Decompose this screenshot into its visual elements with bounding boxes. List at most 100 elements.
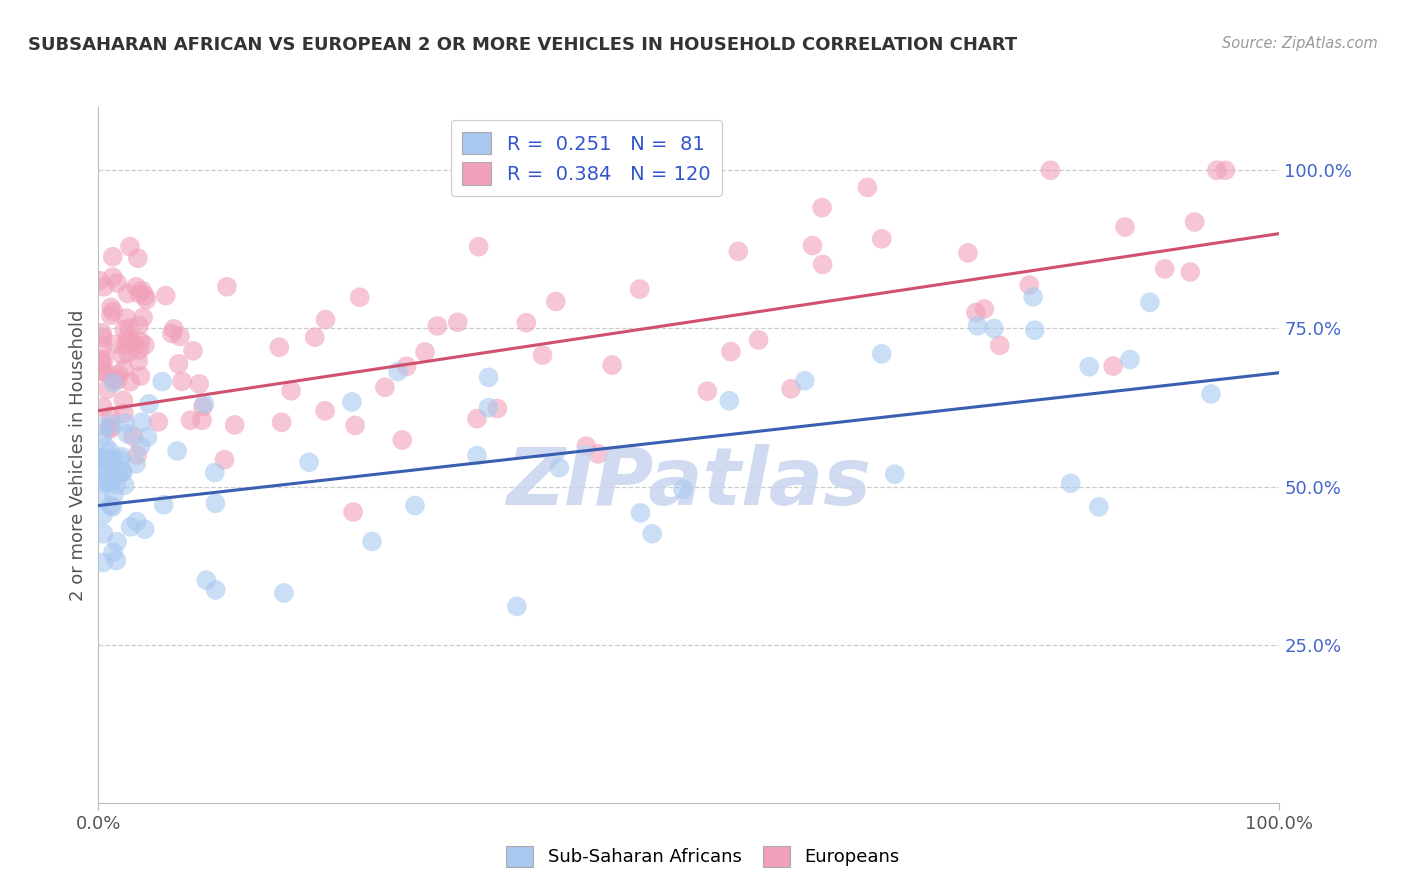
- Point: [118, 239, 141, 253]
- Point: [93, 352, 115, 367]
- Point: [122, 336, 145, 351]
- Point: [883, 467, 905, 482]
- Point: [1180, 265, 1202, 279]
- Point: [89, 274, 111, 288]
- Point: [93, 526, 115, 541]
- Point: [1184, 215, 1206, 229]
- Point: [93, 279, 115, 293]
- Point: [101, 451, 124, 466]
- Point: [340, 395, 363, 409]
- Point: [132, 310, 155, 325]
- Point: [103, 469, 125, 483]
- Point: [91, 400, 114, 414]
- Point: [118, 321, 141, 335]
- Point: [135, 293, 157, 307]
- Point: [101, 304, 124, 318]
- Point: [93, 473, 115, 487]
- Point: [111, 465, 134, 479]
- Point: [531, 348, 554, 362]
- Point: [90, 355, 112, 369]
- Point: [98, 409, 121, 423]
- Point: [127, 354, 149, 368]
- Point: [1022, 290, 1045, 304]
- Point: [361, 534, 384, 549]
- Point: [115, 311, 138, 326]
- Point: [575, 439, 598, 453]
- Point: [100, 422, 122, 436]
- Point: [191, 400, 214, 414]
- Y-axis label: 2 or more Vehicles in Household: 2 or more Vehicles in Household: [69, 310, 87, 600]
- Point: [90, 491, 112, 506]
- Point: [101, 250, 124, 264]
- Point: [112, 322, 135, 336]
- Point: [127, 448, 149, 462]
- Point: [498, 163, 520, 178]
- Point: [720, 344, 742, 359]
- Point: [544, 294, 567, 309]
- Point: [114, 478, 136, 492]
- Point: [387, 365, 409, 379]
- Point: [152, 498, 174, 512]
- Point: [112, 393, 135, 408]
- Point: [117, 286, 139, 301]
- Point: [136, 430, 159, 444]
- Point: [856, 180, 879, 194]
- Point: [1139, 295, 1161, 310]
- Point: [155, 288, 177, 302]
- Point: [150, 375, 173, 389]
- Point: [131, 284, 153, 298]
- Point: [112, 362, 135, 376]
- Point: [98, 444, 121, 458]
- Point: [983, 321, 1005, 335]
- Point: [870, 232, 893, 246]
- Point: [166, 444, 188, 458]
- Point: [374, 380, 396, 394]
- Point: [193, 397, 215, 411]
- Point: [91, 428, 114, 442]
- Point: [90, 420, 112, 434]
- Point: [477, 401, 499, 415]
- Point: [98, 475, 121, 490]
- Point: [586, 447, 609, 461]
- Point: [1153, 261, 1175, 276]
- Point: [447, 315, 470, 329]
- Point: [956, 246, 979, 260]
- Point: [129, 369, 152, 384]
- Point: [105, 276, 128, 290]
- Point: [107, 367, 129, 381]
- Point: [148, 415, 170, 429]
- Point: [988, 338, 1011, 352]
- Point: [120, 375, 142, 389]
- Point: [125, 279, 148, 293]
- Point: [273, 586, 295, 600]
- Point: [100, 499, 122, 513]
- Point: [465, 411, 488, 425]
- Point: [204, 496, 226, 510]
- Point: [280, 384, 302, 398]
- Point: [134, 289, 156, 303]
- Point: [160, 326, 183, 341]
- Point: [134, 522, 156, 536]
- Point: [128, 286, 150, 301]
- Point: [93, 459, 115, 474]
- Point: [117, 426, 139, 441]
- Point: [167, 357, 190, 371]
- Point: [91, 365, 114, 379]
- Point: [110, 452, 132, 467]
- Legend: R =  0.251   N =  81, R =  0.384   N = 120: R = 0.251 N = 81, R = 0.384 N = 120: [451, 120, 723, 196]
- Point: [486, 401, 509, 416]
- Point: [90, 365, 112, 379]
- Point: [215, 279, 238, 293]
- Point: [96, 382, 118, 396]
- Point: [117, 331, 139, 345]
- Point: [98, 421, 121, 435]
- Text: ZIPatlas: ZIPatlas: [506, 443, 872, 522]
- Point: [96, 454, 118, 468]
- Point: [628, 282, 651, 296]
- Point: [129, 439, 152, 453]
- Point: [1215, 163, 1237, 178]
- Point: [811, 201, 834, 215]
- Point: [793, 374, 815, 388]
- Point: [696, 384, 718, 399]
- Point: [103, 372, 125, 386]
